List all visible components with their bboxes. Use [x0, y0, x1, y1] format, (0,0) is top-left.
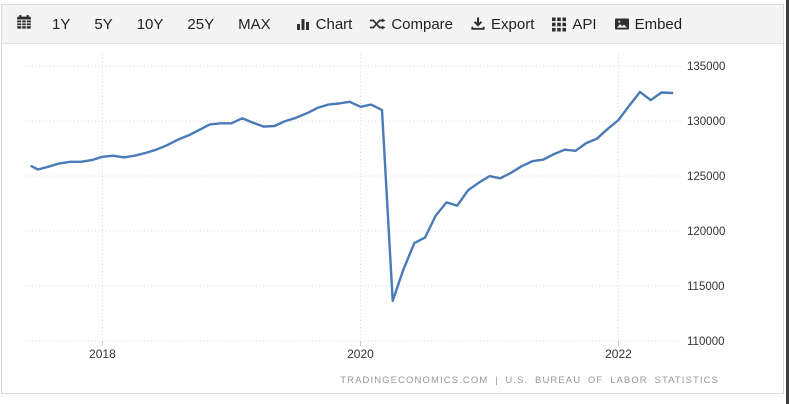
svg-text:2020: 2020	[347, 347, 374, 361]
export-download-icon	[470, 16, 486, 32]
range-button-5y[interactable]: 5Y	[94, 16, 112, 33]
range-label: MAX	[238, 15, 271, 33]
svg-text:130000: 130000	[687, 116, 725, 128]
svg-text:125000: 125000	[687, 171, 725, 183]
range-button-10y[interactable]: 10Y	[137, 16, 164, 33]
date-range-calendar-button[interactable]	[16, 14, 32, 34]
chart-toolbar: 1Y 5Y 10Y 25Y MAX Chart	[2, 5, 783, 44]
embed-button[interactable]: Embed	[614, 15, 683, 33]
range-button-max[interactable]: MAX	[238, 16, 271, 33]
calendar-icon	[16, 14, 32, 34]
window-right-edge	[786, 0, 789, 404]
range-button-25y[interactable]: 25Y	[187, 16, 214, 33]
api-grid-icon	[551, 16, 567, 32]
export-button[interactable]: Export	[470, 16, 534, 33]
api-button[interactable]: API	[551, 15, 597, 33]
svg-text:2018: 2018	[89, 347, 116, 361]
chart-widget: 1Y 5Y 10Y 25Y MAX Chart	[1, 4, 784, 394]
svg-text:2022: 2022	[605, 347, 632, 361]
svg-text:120000: 120000	[687, 226, 725, 238]
range-label: 5Y	[94, 15, 113, 33]
action-label: Export	[491, 15, 535, 33]
chart-type-button[interactable]: Chart	[295, 15, 353, 33]
bar-chart-icon	[295, 16, 311, 32]
range-label: 25Y	[187, 15, 215, 33]
action-label: Compare	[391, 15, 454, 33]
action-label: API	[572, 15, 597, 33]
range-label: 1Y	[52, 15, 71, 33]
embed-image-icon	[614, 16, 630, 32]
chart-plot[interactable]: 110000 115000 120000 125000 130000 135000 2018…	[2, 44, 783, 393]
chart-attribution: TRADINGECONOMICS.COM | U.S. BUREAU OF LA…	[340, 375, 719, 386]
compare-shuffle-icon	[369, 16, 386, 32]
svg-text:110000: 110000	[687, 336, 725, 348]
chart-panel: 110000 115000 120000 125000 130000 135000 2018…	[2, 44, 783, 393]
svg-text:115000: 115000	[687, 281, 725, 293]
action-label: Embed	[634, 15, 683, 33]
action-label: Chart	[315, 15, 353, 33]
svg-text:135000: 135000	[687, 61, 725, 73]
range-label: 10Y	[136, 15, 164, 33]
compare-button[interactable]: Compare	[369, 16, 453, 33]
range-button-1y[interactable]: 1Y	[52, 16, 70, 33]
